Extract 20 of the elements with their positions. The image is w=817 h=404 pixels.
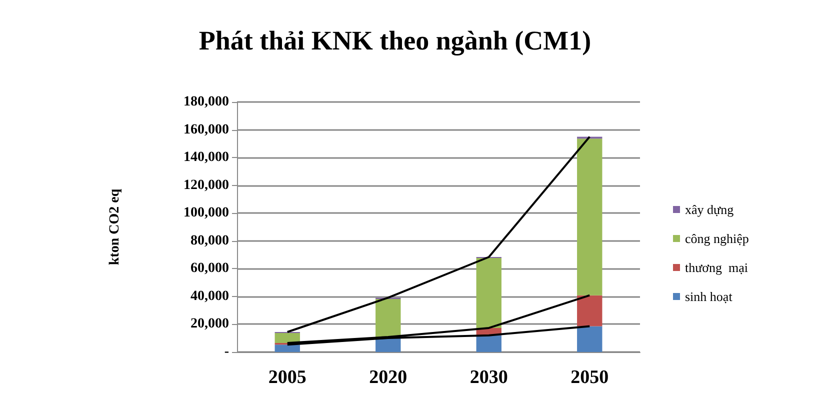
y-axis-title: kton CO2 eq: [108, 188, 122, 266]
x-tick-label: 2020: [369, 367, 408, 388]
y-tick-label: 80,000: [190, 233, 229, 248]
legend-label: công nghiệp: [685, 231, 749, 246]
y-tick-label: 180,000: [184, 94, 229, 110]
y-tick-label: 140,000: [184, 150, 229, 166]
x-tick-label: 2050: [570, 367, 609, 388]
y-tick-label: 60,000: [190, 261, 229, 276]
legend-label: thương mại: [685, 260, 748, 275]
y-tick-label: 100,000: [184, 206, 229, 221]
y-tick-label: 40,000: [190, 288, 229, 304]
x-tick-label: 2030: [470, 367, 508, 388]
legend-label: sinh hoạt: [685, 289, 733, 304]
y-tick-label: 20,000: [190, 316, 229, 332]
chart-title: Phát thải KNK theo ngành (CM1): [198, 26, 592, 56]
legend-label: xây dựng: [685, 202, 734, 217]
y-tick-label: -: [224, 344, 230, 360]
x-tick-label: 2005: [268, 367, 306, 388]
y-tick-label: 160,000: [184, 122, 229, 138]
y-tick-label: 120,000: [184, 178, 229, 193]
